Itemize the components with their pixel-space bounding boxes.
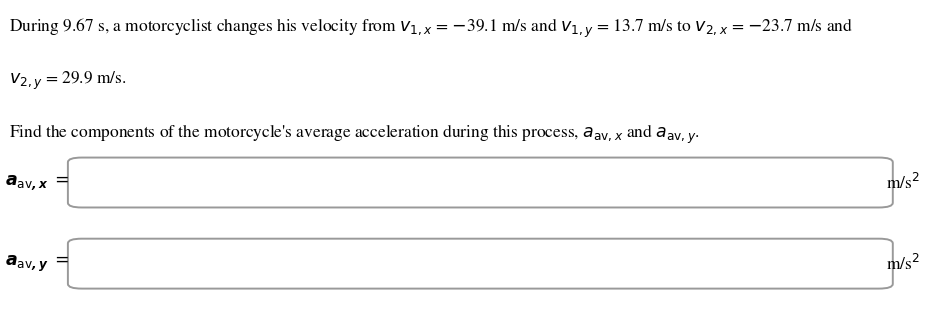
Text: Find the components of the motorcycle's average acceleration during this process: Find the components of the motorcycle's … — [9, 123, 700, 146]
FancyBboxPatch shape — [68, 158, 893, 207]
Text: $\bfit{a}_{\mathrm{av},y}$ $=$: $\bfit{a}_{\mathrm{av},y}$ $=$ — [5, 254, 69, 274]
Text: $v_{2,y}$ = 29.9 m/s.: $v_{2,y}$ = 29.9 m/s. — [9, 70, 126, 92]
FancyBboxPatch shape — [68, 239, 893, 289]
Text: m/s$^2$: m/s$^2$ — [886, 254, 920, 274]
Text: $\bfit{a}_{\mathrm{av},x}$ $=$: $\bfit{a}_{\mathrm{av},x}$ $=$ — [5, 173, 69, 192]
Text: During 9.67 s, a motorcyclist changes his velocity from $v_{1,x}$ = $-$39.1 m/s : During 9.67 s, a motorcyclist changes hi… — [9, 17, 854, 40]
Text: m/s$^2$: m/s$^2$ — [886, 173, 920, 193]
